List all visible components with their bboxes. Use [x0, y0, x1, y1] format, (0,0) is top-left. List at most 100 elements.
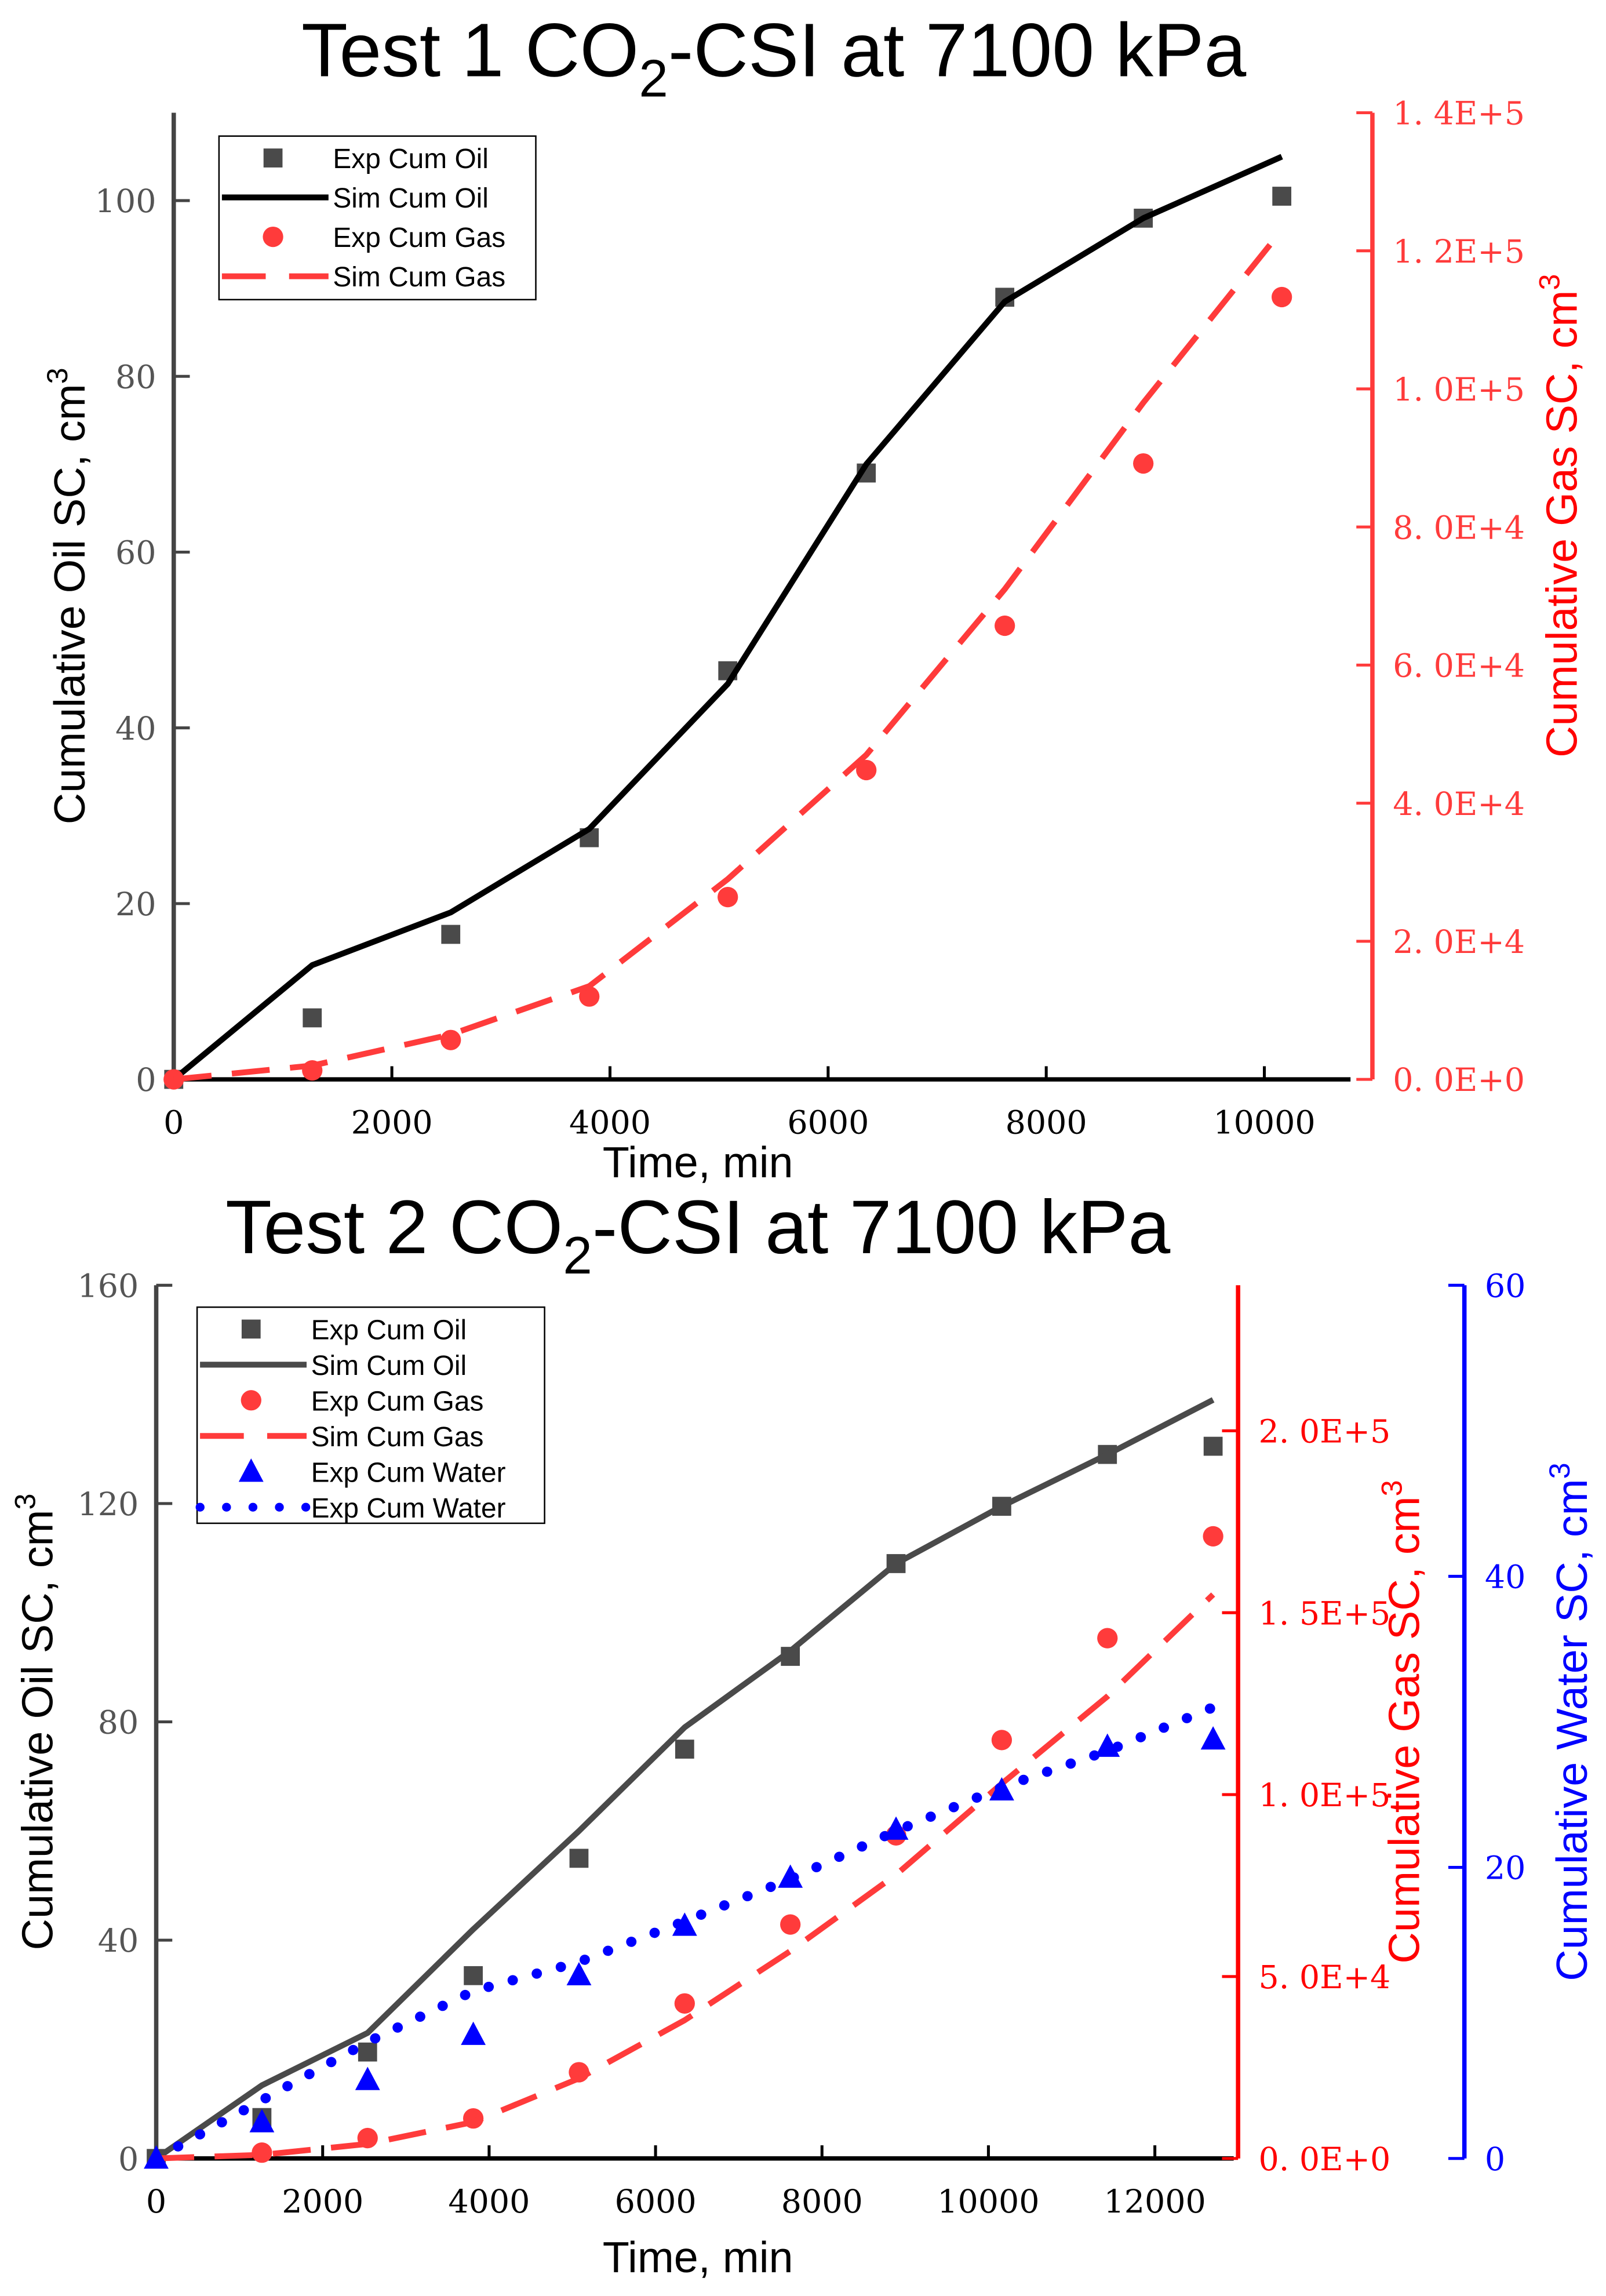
y2-tick-label: 1. 0E+5: [1258, 1777, 1390, 1814]
y-tick-label: 80: [98, 1705, 139, 1742]
title-subscript: 2: [563, 1227, 592, 1285]
x-tick-label: 4000: [569, 1104, 651, 1141]
y-tick-label: 100: [95, 183, 156, 220]
square-marker: [441, 925, 461, 944]
legend-label: Sim Cum Oil: [311, 1351, 467, 1381]
legend-label: Sim Cum Gas: [311, 1422, 484, 1453]
circle-marker: [263, 226, 283, 248]
triangle-marker: [355, 2066, 380, 2090]
legend-label: Exp Cum Water: [311, 1457, 506, 1488]
series-exp-cum-gas: [252, 1526, 1223, 2163]
title-subscript: 2: [639, 50, 668, 108]
circle-marker: [440, 1029, 461, 1050]
y2-tick-label: 1. 2E+5: [1393, 234, 1525, 271]
series-line: [172, 154, 1283, 1082]
square-marker: [569, 1849, 589, 1868]
triangle-marker: [883, 1816, 909, 1840]
square-marker: [464, 1966, 483, 1985]
x-tick-label: 8000: [781, 2184, 863, 2221]
y2-tick-label: 6. 0E+4: [1393, 648, 1525, 685]
triangle-marker: [1200, 1726, 1226, 1750]
y2-tick-label: 0. 0E+0: [1258, 2141, 1390, 2178]
square-marker: [1203, 1436, 1223, 1456]
x-tick-label: 0: [163, 1104, 184, 1141]
series-exp-cum-water: [151, 1702, 1218, 2164]
series-exp-cum-water: [144, 1726, 1226, 2169]
x-axis-label: Time, min: [603, 2233, 793, 2282]
triangle-marker: [249, 2109, 275, 2133]
y-tick-label: 0: [136, 1062, 156, 1099]
y-axis-label-text: Cumulative Oil SC, cm: [46, 384, 94, 824]
y-tick-label: 40: [115, 711, 156, 748]
series-exp-cum-gas: [163, 286, 1292, 1090]
series-sim-cum-oil: [172, 154, 1283, 1082]
y3-axis-label-superscript: 3: [1543, 1462, 1576, 1479]
legend-label: Exp Cum Gas: [311, 1386, 484, 1417]
y-tick-label: 120: [78, 1486, 139, 1523]
legend: Exp Cum Oil Sim Cum Oil Exp Cum Gas Sim Cum…: [195, 1306, 545, 1524]
square-marker: [675, 1740, 694, 1759]
title-main: Test 1 CO: [301, 7, 639, 92]
triangle-marker: [566, 1962, 592, 1985]
y-tick-label: 40: [98, 1923, 139, 1960]
chart-title: Test 2 CO2-CSI at 7100 kPa: [225, 1184, 1170, 1285]
series-line: [173, 228, 1284, 1083]
y2-tick-label: 5. 0E+4: [1258, 1959, 1390, 1996]
circle-marker: [856, 759, 877, 781]
y-tick-label: 60: [115, 535, 156, 572]
x-tick-label: 12000: [1104, 2184, 1206, 2221]
y3-axis-label-text: Cumulative Water SC, cm: [1548, 1479, 1597, 1981]
y-tick-label: 20: [115, 886, 156, 923]
circle-marker: [579, 986, 600, 1007]
y-tick-label: 160: [78, 1268, 139, 1305]
y3-tick-label: 0: [1485, 2141, 1505, 2178]
y3-tick-label: 60: [1485, 1268, 1526, 1305]
y3-axis-label: Cumulative Water SC, cm3: [1543, 1462, 1597, 1981]
square-marker: [263, 148, 283, 168]
series-exp-cum-oil: [147, 1436, 1223, 2168]
series-line: [151, 1702, 1218, 2164]
legend-label: Exp Cum Oil: [311, 1315, 467, 1346]
circle-marker: [1097, 1628, 1118, 1649]
circle-marker: [1272, 286, 1292, 308]
legend-label: Exp Cum Water: [311, 1493, 506, 1524]
series-sim-cum-oil: [154, 1397, 1215, 2161]
x-tick-label: 6000: [787, 1104, 869, 1141]
x-tick-label: 6000: [615, 2184, 697, 2221]
y2-axis-label-superscript: 3: [1375, 1480, 1408, 1496]
y3-tick-label: 20: [1485, 1850, 1526, 1887]
y2-tick-label: 0. 0E+0: [1393, 1062, 1525, 1099]
legend-label: Exp Cum Oil: [333, 144, 489, 174]
legend-box: [196, 1306, 545, 1524]
y2-axis-label-superscript: 3: [1532, 274, 1565, 290]
chart-title: Test 1 CO2-CSI at 7100 kPa: [301, 7, 1246, 108]
title-rest: -CSI at 7100 kPa: [592, 1184, 1171, 1269]
x-tick-label: 10000: [1213, 1104, 1315, 1141]
y2-tick-label: 1. 5E+5: [1258, 1595, 1390, 1632]
y-axis-label-superscript: 3: [8, 1493, 41, 1509]
y-tick-label: 0: [118, 2141, 139, 2178]
square-marker: [303, 1008, 322, 1028]
series-line: [154, 1397, 1215, 2161]
square-marker: [1272, 187, 1292, 206]
y-tick-label: 80: [115, 359, 156, 396]
circle-marker: [995, 615, 1015, 636]
y2-tick-label: 1. 4E+5: [1393, 96, 1525, 133]
legend-label: Exp Cum Gas: [333, 223, 505, 253]
series-sim-cum-gas: [156, 1592, 1215, 2162]
circle-marker: [252, 2142, 272, 2163]
y2-tick-label: 2. 0E+5: [1258, 1414, 1390, 1451]
triangle-marker: [672, 1912, 697, 1936]
chart-1: Test 1 CO2-CSI at 7100 kPa 0 2000 4000 6000 8…: [41, 7, 1587, 1187]
circle-marker: [674, 1993, 695, 2014]
square-marker: [241, 1319, 261, 1339]
square-marker: [358, 2042, 377, 2062]
x-axis-label: Time, min: [603, 1138, 793, 1187]
circle-marker: [1203, 1526, 1223, 1547]
y3-tick-label: 40: [1485, 1559, 1526, 1596]
circle-marker: [241, 1390, 261, 1411]
y-axis-label-superscript: 3: [41, 367, 74, 384]
triangle-marker: [238, 1458, 264, 1482]
